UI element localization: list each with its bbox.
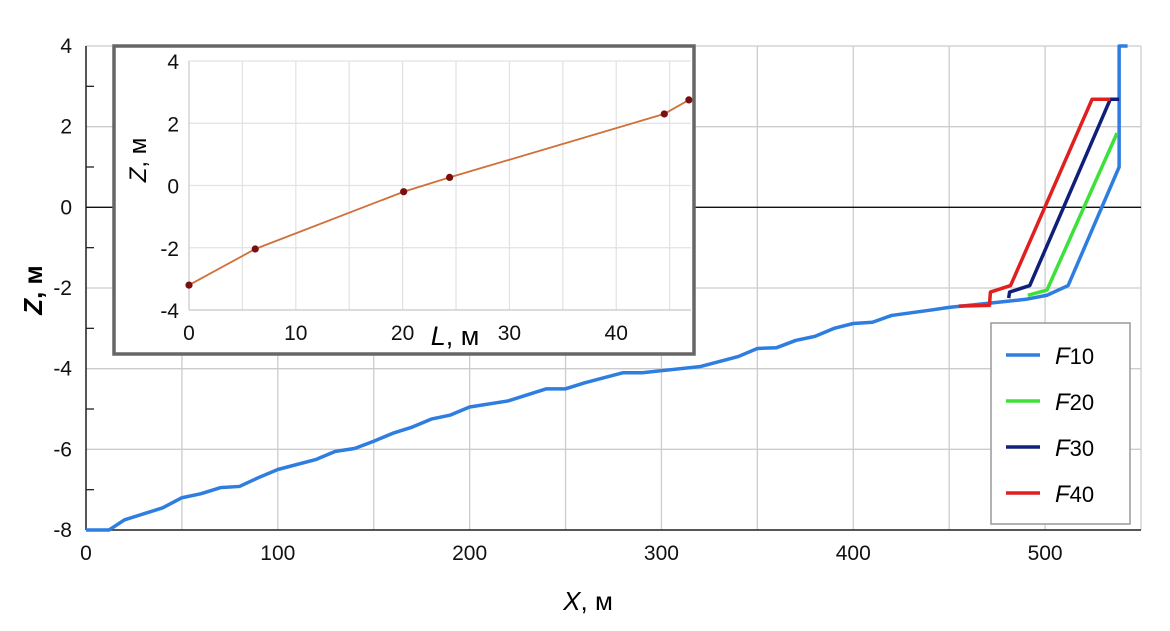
y-tick-label: 2: [60, 116, 72, 139]
y-tick-label: 4: [60, 35, 72, 58]
x-axis-var: X: [562, 586, 582, 616]
inset-y-tick-label: 2: [167, 113, 179, 136]
y-axis-unit: , м: [18, 265, 48, 299]
legend-label-sub: 30: [1070, 436, 1094, 461]
inset-data-point: [400, 188, 408, 196]
x-tick-label: 500: [1028, 542, 1063, 565]
x-tick-label: 200: [452, 542, 487, 565]
y-tick-label: -6: [53, 438, 72, 461]
inset-series: [185, 96, 693, 289]
inset-y-tick-label: 4: [167, 51, 179, 74]
series-line-F10: [86, 44, 1128, 532]
x-axis-label: X, м: [562, 586, 613, 616]
inset-y-axis-unit: , м: [125, 138, 152, 168]
legend-label: F40: [1055, 481, 1094, 508]
inset-x-tick-label: 30: [498, 322, 521, 345]
inset-x-axis-label: L, м: [431, 321, 480, 351]
inset-y-tick-label: -4: [160, 300, 179, 323]
inset-x-tick-label: 10: [284, 322, 307, 345]
x-tick-label: 100: [260, 542, 295, 565]
inset-x-tick-label: 40: [605, 322, 628, 345]
y-tick-label: -8: [53, 519, 72, 542]
series-line-F20: [1027, 132, 1119, 297]
inset-data-point: [685, 96, 693, 104]
legend-label-var: F: [1055, 343, 1071, 370]
x-tick-label: 400: [836, 542, 871, 565]
legend-label-var: F: [1055, 435, 1071, 462]
legend-label: F30: [1055, 435, 1094, 462]
x-axis-unit: , м: [581, 586, 613, 616]
y-tick-label: -4: [53, 358, 72, 381]
x-tick-label: 0: [80, 542, 92, 565]
inset-x-tick-label: 0: [183, 322, 195, 345]
inset-data-point: [446, 173, 454, 182]
legend-label-sub: 20: [1070, 390, 1094, 415]
inset-series-line: [188, 99, 690, 286]
inset-y-axis-label: Z, м: [125, 138, 152, 184]
inset-x-tick-label: 20: [391, 322, 414, 345]
y-axis-var: Z: [18, 298, 48, 316]
series-line-F40: [958, 97, 1111, 308]
inset-y-axis-var: Z: [125, 166, 152, 183]
inset-grid: [188, 60, 691, 311]
legend-label-var: F: [1055, 389, 1071, 416]
y-axis-label: Z, м: [18, 265, 48, 316]
series-line-F30: [1006, 97, 1120, 299]
legend-label: F10: [1055, 343, 1094, 370]
y-tick-label: 0: [60, 196, 72, 219]
inset-data-point: [660, 110, 668, 118]
y-tick-label: -2: [53, 277, 72, 300]
main-series: [86, 44, 1128, 532]
inset-y-tick-label: 0: [167, 176, 179, 199]
legend-label-sub: 10: [1070, 344, 1094, 369]
legend-label: F20: [1055, 389, 1094, 416]
inset-x-axis-unit: , м: [446, 321, 480, 351]
inset-y-tick-label: -2: [160, 238, 179, 261]
inset-data-point: [185, 281, 193, 289]
inset-data-point: [251, 245, 259, 253]
inset-x-axis-var: L: [431, 321, 446, 351]
x-tick-label: 300: [644, 542, 679, 565]
legend-label-var: F: [1055, 481, 1071, 508]
legend-label-sub: 40: [1070, 482, 1094, 507]
